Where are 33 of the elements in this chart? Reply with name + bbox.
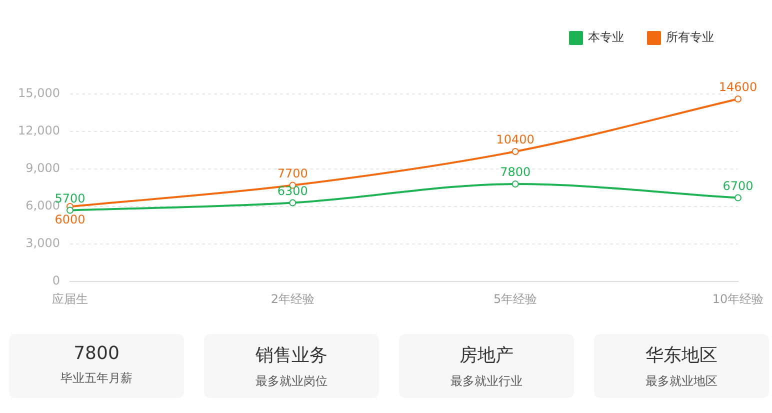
x-tick-label: 5年经验 xyxy=(494,292,538,306)
data-label: 7700 xyxy=(277,166,308,180)
y-tick-label: 6,000 xyxy=(26,198,60,213)
y-tick-label: 12,000 xyxy=(18,124,60,138)
point xyxy=(66,206,74,214)
y-tick-label: 0 xyxy=(52,274,60,288)
data-label: 7800 xyxy=(500,165,531,180)
text: 房地产 xyxy=(458,344,514,367)
y-tick-label: 9,000 xyxy=(26,161,60,176)
text: 毕业五年月薪 xyxy=(60,370,134,387)
text: 销售业务 xyxy=(254,344,328,367)
data-label: 6300 xyxy=(277,184,308,198)
data-label: 6700 xyxy=(722,178,754,193)
point xyxy=(512,180,519,188)
legend-label: 所有专业 xyxy=(666,30,714,44)
x-tick-label: 应届生 xyxy=(52,292,88,306)
text: 最多就业岗位 xyxy=(254,373,328,390)
y-tick-label: 3,000 xyxy=(26,236,60,250)
x-tick-label: 10年经验 xyxy=(712,292,764,306)
legend-label: 本专业 xyxy=(588,30,624,44)
text: 华东地区 xyxy=(644,344,718,367)
point xyxy=(289,199,296,206)
data-label: 10400 xyxy=(496,132,534,147)
data-label: 6000 xyxy=(54,212,86,227)
y-tick-label: 15,000 xyxy=(18,86,60,100)
point xyxy=(734,194,742,202)
point xyxy=(734,96,742,103)
text: 最多就业地区 xyxy=(644,373,718,390)
data-label: 14600 xyxy=(718,80,758,94)
x-tick-label: 2年经验 xyxy=(270,292,314,306)
point xyxy=(512,148,519,156)
text: 最多就业行业 xyxy=(450,373,524,390)
text: 7800 xyxy=(72,343,120,364)
